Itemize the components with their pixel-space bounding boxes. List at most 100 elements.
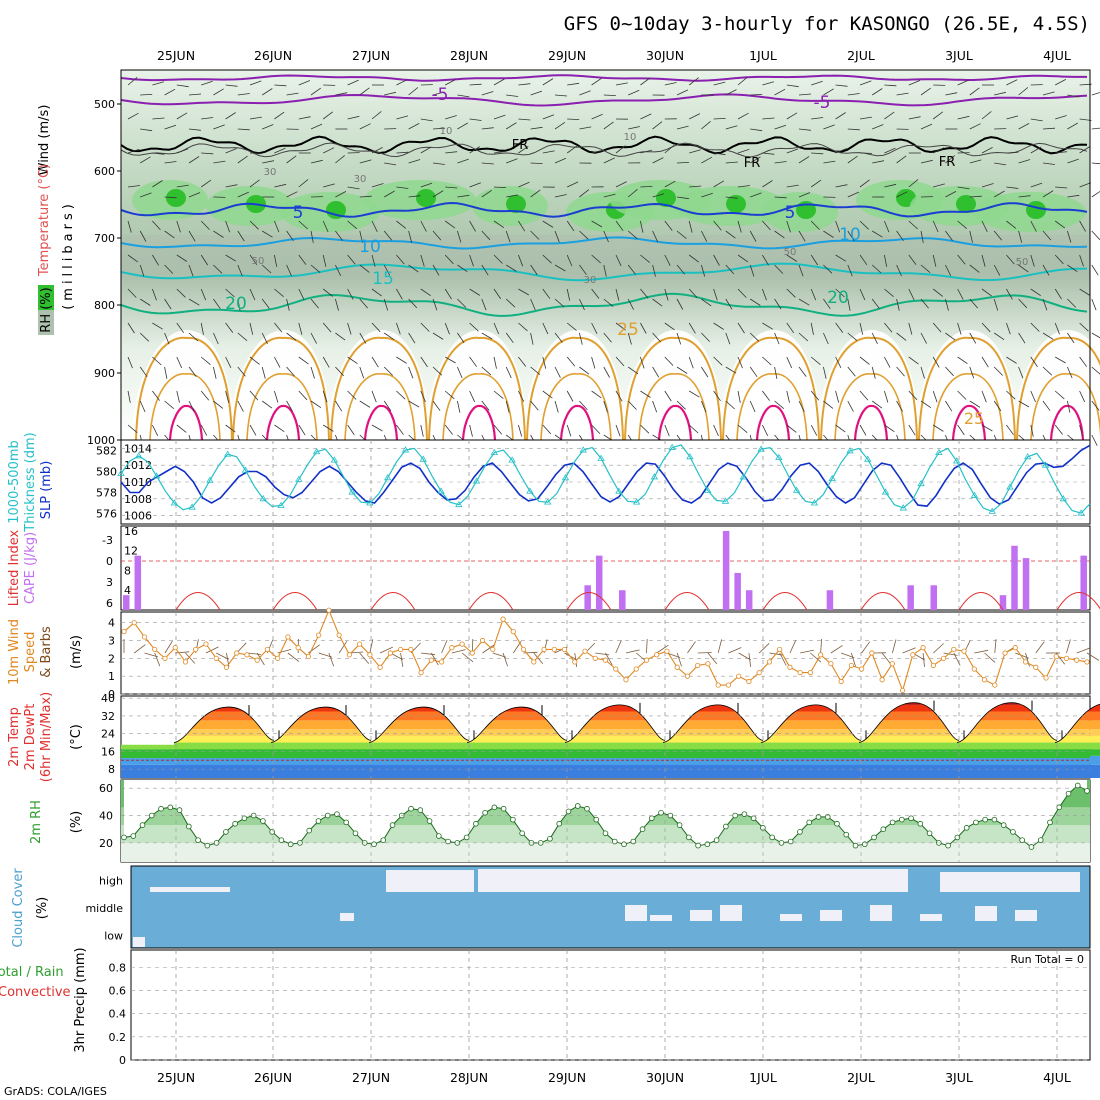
barb-39-6 <box>603 298 614 307</box>
barb-3-5 <box>164 264 174 274</box>
wind-point-88 <box>1022 659 1029 665</box>
barb-62-9 <box>884 390 889 403</box>
barb-78-7 <box>1079 322 1089 332</box>
barb-60-5 <box>859 254 868 266</box>
contour-15 <box>120 262 1088 282</box>
wind-point-37 <box>500 616 506 622</box>
barb-38-4 <box>591 220 603 228</box>
barb-70-7 <box>981 322 991 333</box>
barb-41-7 <box>627 332 632 345</box>
cloud-mid-gap-x <box>340 913 354 921</box>
barb-17-0 <box>335 92 348 96</box>
barb-59-4 <box>847 230 855 242</box>
wind-point-3 <box>152 646 158 653</box>
barb-65-5 <box>920 264 931 274</box>
barb-50-2 <box>737 148 750 154</box>
rh-point-102 <box>1065 790 1072 797</box>
barb-38-0 <box>591 77 602 86</box>
rh-point-24 <box>343 819 350 826</box>
barb-15-5 <box>310 264 321 274</box>
wind-point-69 <box>828 661 834 667</box>
barb-76-1 <box>1055 115 1067 120</box>
wind-point-73 <box>869 650 875 656</box>
barb-31-7 <box>505 332 514 343</box>
barb-72-10 <box>1006 424 1014 435</box>
wind-barbs <box>127 76 1100 447</box>
li-bump-3 <box>468 592 514 611</box>
barb-10-3 <box>249 179 260 188</box>
slp-point-56 <box>615 487 623 494</box>
barb-56-0 <box>811 80 823 86</box>
barb-26-3 <box>445 186 458 189</box>
barb-46-3 <box>689 185 702 188</box>
plume-8 <box>914 330 1019 440</box>
barb-31-8 <box>505 366 512 379</box>
slp-point-34 <box>419 455 427 462</box>
rh-point-80 <box>861 841 868 848</box>
barb-6-1 <box>201 117 214 120</box>
barb-35-3 <box>554 194 567 198</box>
barb-13-2 <box>286 155 297 164</box>
barb-10-4 <box>249 220 259 230</box>
barb-4-6 <box>176 288 186 298</box>
wind-barb-88 <box>1025 652 1030 667</box>
barb-67-7 <box>945 332 956 341</box>
barb-47-6 <box>701 298 712 307</box>
barb-19-7 <box>359 332 367 344</box>
top-date-2: 27JUN <box>352 48 390 63</box>
barb-23-2 <box>408 159 421 164</box>
barb-21-0 <box>384 91 396 96</box>
barb-79-0 <box>1091 92 1100 96</box>
rh-point-47 <box>556 820 563 827</box>
ylabel-temp-a: 2m Temp <box>7 707 22 767</box>
wind-point-11 <box>234 650 240 656</box>
barb-39-8 <box>603 366 610 378</box>
barb-77-4 <box>1067 230 1072 243</box>
barb-65-0 <box>920 87 932 96</box>
slp-point-38 <box>455 500 463 508</box>
temp-band-1-6 <box>271 720 371 730</box>
contour-label-9: 25 <box>617 320 639 340</box>
barb-62-5 <box>884 254 888 267</box>
barb-7-5 <box>213 264 223 274</box>
barb-35-5 <box>554 264 566 272</box>
barb-34-10 <box>542 424 552 435</box>
plume-6 <box>718 330 823 440</box>
barb-58-4 <box>835 220 841 233</box>
barb-68-6 <box>957 288 964 300</box>
wind-barb-29 <box>421 652 436 656</box>
rh-point-96 <box>1010 829 1016 835</box>
barb-38-1 <box>591 113 603 120</box>
barb-18-8 <box>347 356 358 365</box>
ylabel-thickness-b: Thickness (dm) <box>23 432 38 532</box>
barb-33-4 <box>530 230 540 240</box>
contour-25-3 <box>428 336 526 441</box>
barb-51-8 <box>749 366 758 378</box>
rh-core-3 <box>416 189 436 207</box>
barb-79-7 <box>1091 332 1100 339</box>
wind-point-62 <box>756 670 762 676</box>
rh-point-13 <box>241 815 248 822</box>
slp-point-30 <box>383 474 392 481</box>
rh-point-5 <box>167 804 174 811</box>
barb-5-1 <box>188 128 201 131</box>
temp-band-2-8 <box>369 707 469 712</box>
rh-legend-swatch-grey <box>38 310 54 335</box>
barb-12-0 <box>274 84 287 87</box>
cloud-mid-gap-6 <box>870 905 892 921</box>
wind-barb-68 <box>820 638 822 654</box>
barb-61-9 <box>871 400 883 409</box>
rh-core-11 <box>1026 201 1046 219</box>
slp-point-104 <box>1041 461 1050 468</box>
barb-10-10 <box>249 424 257 436</box>
cloud-level-labels: high middle low <box>85 875 123 943</box>
temp-band-3-6 <box>467 720 567 730</box>
barb-75-0 <box>1042 91 1055 96</box>
slp-point-4 <box>152 472 161 479</box>
barb-66-4 <box>932 220 939 233</box>
wind-barb-51 <box>646 638 648 654</box>
barb-11-7 <box>261 332 268 344</box>
barb-36-10 <box>566 424 572 437</box>
barb-22-8 <box>396 356 407 364</box>
slp-point-2 <box>135 452 143 459</box>
